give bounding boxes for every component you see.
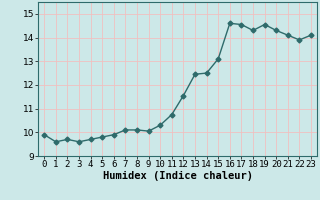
X-axis label: Humidex (Indice chaleur): Humidex (Indice chaleur) [103, 171, 252, 181]
